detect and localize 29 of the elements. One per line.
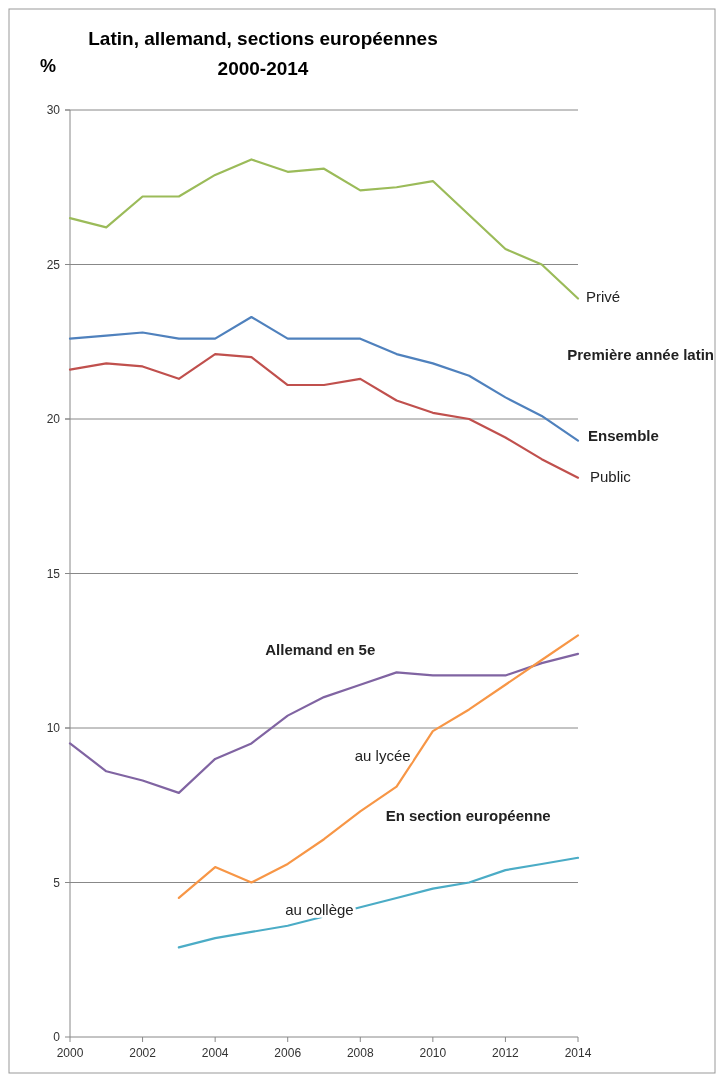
annotation: Première année latin <box>567 346 714 364</box>
y-tick-label: 15 <box>46 566 61 581</box>
x-tick-label: 2014 <box>564 1046 592 1060</box>
chart-subtitle: 2000-2014 <box>217 58 309 79</box>
series-label: Privé <box>586 288 621 306</box>
x-tick-label: 2004 <box>201 1046 229 1060</box>
y-tick-label: 20 <box>46 412 61 426</box>
annotation: En section européenne <box>385 806 551 824</box>
y-tick-label: 10 <box>46 721 61 735</box>
y-axis-title: % <box>40 56 57 76</box>
series-label: au lycée <box>354 746 411 764</box>
series-label: au collège <box>285 901 354 919</box>
series-label: Public <box>590 467 632 485</box>
x-tick-label: 2002 <box>129 1046 157 1060</box>
x-tick-label: 2012 <box>492 1046 520 1060</box>
x-tick-label: 2010 <box>419 1046 447 1060</box>
x-tick-label: 2008 <box>346 1046 374 1060</box>
x-tick-label: 2000 <box>56 1046 84 1060</box>
y-tick-label: 25 <box>46 257 61 272</box>
y-tick-label: 5 <box>53 875 61 890</box>
y-tick-label: 30 <box>46 103 61 117</box>
line-series <box>177 634 580 900</box>
series-label: Ensemble <box>588 426 659 444</box>
line-series <box>68 158 580 300</box>
chart-title: Latin, allemand, sections européennes <box>88 28 438 49</box>
y-tick-label: 0 <box>53 1030 61 1044</box>
x-tick-label: 2006 <box>274 1046 302 1060</box>
series-label: Allemand en 5e <box>265 640 376 658</box>
line-series <box>177 856 580 949</box>
